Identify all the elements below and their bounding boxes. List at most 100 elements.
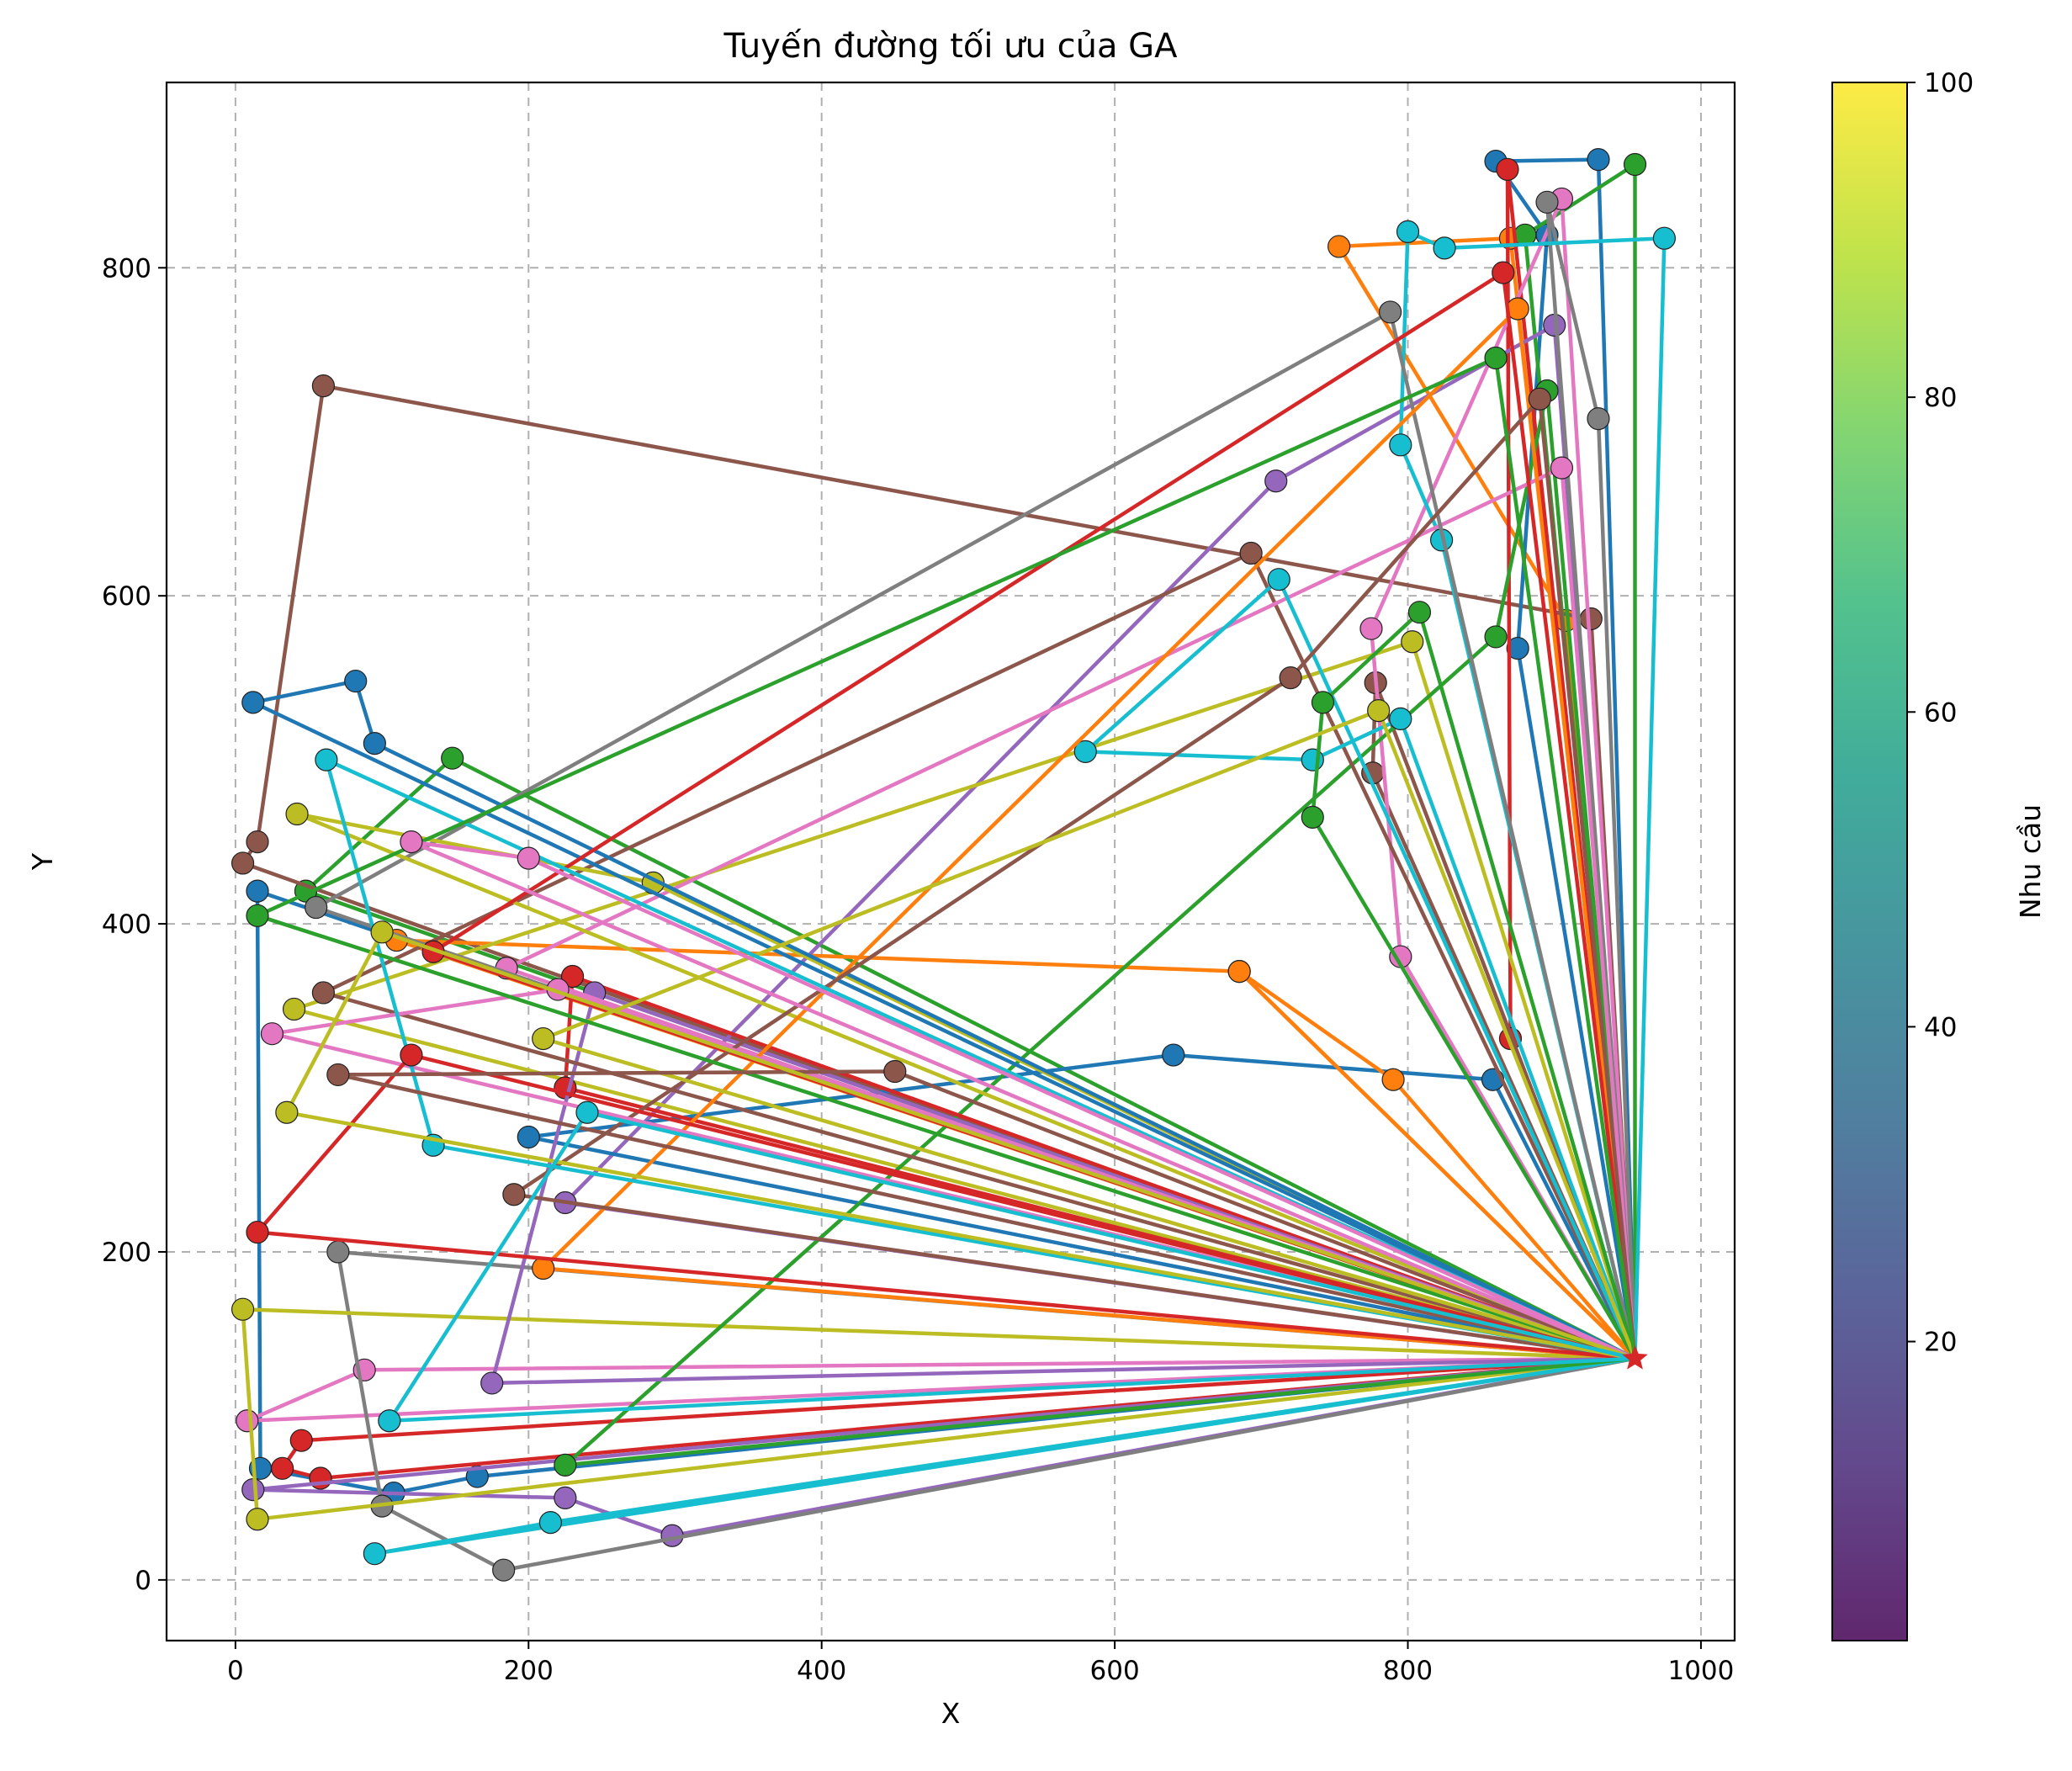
customer-point <box>246 1220 269 1244</box>
customer-point <box>1389 707 1412 730</box>
route-5 <box>241 1356 1637 1547</box>
route-line <box>409 840 1637 1360</box>
route-line <box>292 639 1637 1360</box>
customer-point <box>271 1456 294 1480</box>
route-43 <box>275 920 1637 1360</box>
route-line <box>284 930 1637 1360</box>
route-line <box>373 1356 1637 1556</box>
customer-point <box>1506 636 1529 660</box>
route-33 <box>1301 601 1637 1360</box>
customer-point <box>1496 157 1519 181</box>
customer-point <box>1073 740 1097 763</box>
customer-point <box>285 802 309 826</box>
route-35 <box>502 387 1637 1360</box>
customer-point <box>1389 433 1412 457</box>
customer-point <box>1407 601 1432 624</box>
y-tick-label: 200 <box>102 1238 151 1268</box>
colorbar-ticks: 20 40 60 80 100 <box>1907 68 1974 1358</box>
customer-point <box>883 1059 907 1084</box>
customer-point <box>344 669 368 693</box>
customer-point <box>441 746 464 770</box>
customer-point <box>246 904 269 927</box>
route-line <box>1545 200 1637 1360</box>
customer-point <box>363 1542 386 1566</box>
route-line <box>241 1307 1637 1521</box>
route-17 <box>1359 187 1637 1360</box>
customer-point <box>532 1026 555 1051</box>
routes <box>231 148 1676 1582</box>
plot-area-frame <box>165 81 1736 1642</box>
route-line <box>336 1069 1637 1360</box>
customer-point <box>311 374 335 398</box>
customer-point <box>1623 152 1647 177</box>
x-tick-label: 200 <box>504 1656 554 1686</box>
colorbar-label: Nhu cầu <box>2014 804 2047 919</box>
customer-point <box>246 879 269 903</box>
x-tick-label: 400 <box>797 1656 846 1686</box>
route-37 <box>532 699 1637 1360</box>
customer-point <box>378 1409 401 1433</box>
colorbar-tick-label: 100 <box>1924 68 1974 98</box>
x-tick-label: 800 <box>1383 1656 1433 1686</box>
customer-point <box>1587 148 1610 172</box>
customer-point <box>1381 1068 1405 1091</box>
customer-point <box>1162 1043 1185 1067</box>
customer-point <box>241 691 265 714</box>
customer-point <box>1264 469 1288 493</box>
axis-ticks: 0 200 400 600 800 1000 0 200 400 600 800 <box>102 253 1735 1686</box>
customer-point <box>260 1022 284 1046</box>
customer-point <box>236 1409 259 1433</box>
customer-point <box>231 851 255 875</box>
route-line <box>387 1111 1637 1424</box>
depot-star-marker <box>1622 1344 1648 1370</box>
route-44 <box>378 1100 1637 1433</box>
customer-point <box>363 732 386 756</box>
colorbar-tick-label: 20 <box>1924 1328 1957 1358</box>
route-line <box>321 551 1637 1360</box>
route-line <box>490 990 1637 1386</box>
customer-point <box>554 1453 577 1477</box>
customer-point <box>400 1043 423 1067</box>
y-axis-label: Y <box>26 852 59 871</box>
customer-point <box>517 846 540 870</box>
customer-point <box>275 1100 299 1124</box>
customer-point <box>492 1558 516 1582</box>
customer-point <box>231 1297 255 1321</box>
depot <box>1622 1344 1648 1370</box>
customer-point <box>1484 346 1508 370</box>
x-tick-label: 1000 <box>1667 1656 1734 1686</box>
customer-point <box>370 920 394 944</box>
customer-point <box>1301 805 1324 829</box>
route-22 <box>1227 960 1637 1360</box>
customer-point <box>1550 456 1574 480</box>
customer-point <box>1367 699 1391 723</box>
customer-point <box>246 830 269 854</box>
customer-point <box>315 748 338 771</box>
route-23 <box>554 379 1637 1477</box>
route-18 <box>1535 190 1637 1360</box>
customer-point <box>311 981 335 1005</box>
customer-point <box>326 1063 350 1087</box>
route-34 <box>421 261 1637 1360</box>
route-19 <box>282 630 1637 1360</box>
customer-point <box>1484 625 1508 649</box>
route-line <box>255 1053 1637 1360</box>
customer-point <box>1311 691 1335 714</box>
route-4 <box>271 1356 1637 1490</box>
customer-point <box>560 964 585 989</box>
route-40 <box>246 1043 1637 1360</box>
customer-point <box>554 1486 577 1509</box>
customer-point <box>289 1429 313 1452</box>
route-20 <box>1389 220 1676 1360</box>
x-tick-label: 600 <box>1090 1656 1140 1686</box>
customer-point <box>1396 220 1420 244</box>
customer-point <box>1587 407 1610 431</box>
customer-point <box>1379 300 1402 324</box>
customer-point <box>282 997 306 1021</box>
y-tick-label: 600 <box>102 581 151 612</box>
route-6 <box>231 374 1637 1360</box>
x-tick-label: 0 <box>227 1656 244 1686</box>
route-line <box>1084 577 1637 1360</box>
colorbar: 20 40 60 80 100 Nhu cầu <box>1831 68 2047 1641</box>
customer-point <box>1528 387 1551 411</box>
